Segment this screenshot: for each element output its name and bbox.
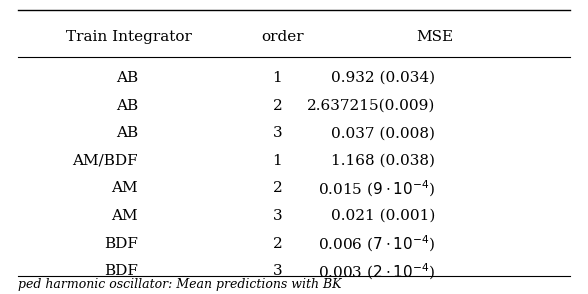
Text: AM/BDF: AM/BDF <box>72 154 138 168</box>
Text: AB: AB <box>116 98 138 113</box>
Text: ped harmonic oscillator: Mean predictions with BK: ped harmonic oscillator: Mean prediction… <box>18 278 341 291</box>
Text: 3: 3 <box>273 126 282 140</box>
Text: 0.006 ($7 \cdot 10^{-4}$): 0.006 ($7 \cdot 10^{-4}$) <box>318 233 435 254</box>
Text: AM: AM <box>112 209 138 223</box>
Text: 0.932 (0.034): 0.932 (0.034) <box>331 71 435 85</box>
Text: order: order <box>261 30 303 44</box>
Text: BDF: BDF <box>104 264 138 278</box>
Text: AM: AM <box>112 181 138 196</box>
Text: 3: 3 <box>273 264 282 278</box>
Text: AB: AB <box>116 126 138 140</box>
Text: 2: 2 <box>272 181 282 196</box>
Text: 1.168 (0.038): 1.168 (0.038) <box>331 154 435 168</box>
Text: 0.003 ($2 \cdot 10^{-4}$): 0.003 ($2 \cdot 10^{-4}$) <box>318 261 435 282</box>
Text: 2.637215(0.009): 2.637215(0.009) <box>307 98 435 113</box>
Text: 2: 2 <box>272 98 282 113</box>
Text: 0.015 ($9 \cdot 10^{-4}$): 0.015 ($9 \cdot 10^{-4}$) <box>318 178 435 199</box>
Text: 1: 1 <box>272 154 282 168</box>
Text: 0.021 (0.001): 0.021 (0.001) <box>330 209 435 223</box>
Text: BDF: BDF <box>104 237 138 251</box>
Text: MSE: MSE <box>416 30 454 44</box>
Text: AB: AB <box>116 71 138 85</box>
Text: 0.037 (0.008): 0.037 (0.008) <box>331 126 435 140</box>
Text: 3: 3 <box>273 209 282 223</box>
Text: 2: 2 <box>272 237 282 251</box>
Text: 1: 1 <box>272 71 282 85</box>
Text: Train Integrator: Train Integrator <box>66 30 192 44</box>
